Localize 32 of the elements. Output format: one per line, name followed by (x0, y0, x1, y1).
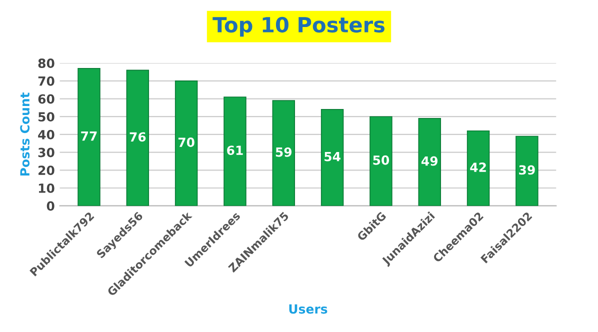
y-tick-label: 70 (38, 76, 54, 86)
data-label: 50 (373, 155, 390, 165)
y-tick-label: 80 (38, 58, 54, 68)
data-label: 76 (130, 132, 146, 142)
bar (516, 136, 538, 206)
bar (78, 68, 100, 206)
data-label: 54 (324, 152, 340, 162)
chart-title: Top 10 Posters (212, 16, 384, 37)
y-tick-label: 20 (38, 166, 54, 176)
data-label: 49 (421, 156, 438, 166)
bar (466, 130, 490, 206)
bar (320, 109, 344, 206)
data-label: 39 (519, 165, 535, 175)
data-label: 42 (470, 162, 486, 172)
bar (272, 100, 296, 206)
y-tick-label: 40 (38, 130, 54, 140)
y-tick-label: 60 (38, 94, 54, 104)
data-label: 77 (81, 131, 97, 141)
bar (174, 80, 198, 206)
y-axis-title: Posts Count (20, 92, 30, 176)
bar (370, 116, 392, 206)
data-label: 61 (227, 146, 243, 156)
bar (224, 96, 246, 206)
y-tick-label: 30 (38, 148, 54, 158)
y-tick-label: 50 (38, 112, 54, 122)
bar (126, 70, 150, 206)
data-label: 70 (178, 138, 194, 148)
bar (418, 118, 441, 206)
y-tick-label: 10 (38, 183, 54, 193)
data-label: 59 (276, 147, 292, 157)
y-tick-label: 0 (46, 201, 54, 211)
x-axis-title: Users (289, 304, 328, 314)
